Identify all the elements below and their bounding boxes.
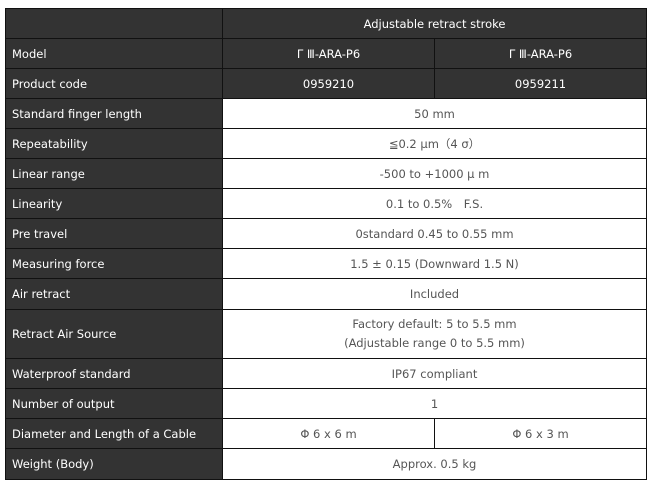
table-row: Air retract Included [5,278,648,310]
row-label: Air retract [5,278,223,310]
row-label: Repeatability [5,128,223,159]
row-label: Measuring force [5,248,223,279]
row-label: Product code [5,68,223,99]
table-row: Waterproof standard IP67 compliant [5,358,648,389]
row-label: Linear range [5,158,223,189]
table-row: Repeatability ≦0.2 μm（4 σ） [5,128,648,159]
row-label: Weight (Body) [5,448,223,480]
row-value: 0standard 0.45 to 0.55 mm [221,218,648,249]
table-row: Model Γ Ⅲ-ARA-P6 Γ Ⅲ-ARA-P6 [5,38,648,69]
row-value: 1.5 ± 0.15 (Downward 1.5 N) [221,248,648,279]
header-title: Adjustable retract stroke [221,8,648,39]
table-row: Number of output 1 [5,388,648,419]
spec-table: Adjustable retract stroke Model Γ Ⅲ-ARA-… [5,8,648,480]
row-label: Model [5,38,223,69]
row-value: 0959211 [433,68,648,99]
row-value: Approx. 0.5 kg [221,448,648,480]
row-label: Diameter and Length of a Cable [5,418,223,449]
row-value: ≦0.2 μm（4 σ） [221,128,648,159]
row-value: Φ 6 x 3 m [433,418,648,449]
row-label: Linearity [5,188,223,219]
header-corner [5,8,223,39]
row-value: Γ Ⅲ-ARA-P6 [222,38,435,69]
row-value: Included [221,278,648,310]
table-row: Linearity 0.1 to 0.5% F.S. [5,188,648,219]
row-label: Standard finger length [5,98,223,129]
row-label: Waterproof standard [5,358,223,389]
table-row: Pre travel 0standard 0.45 to 0.55 mm [5,218,648,249]
row-value: 0.1 to 0.5% F.S. [221,188,648,219]
row-value: 1 [221,388,648,419]
row-value: IP67 compliant [221,358,648,389]
row-value-line: (Adjustable range 0 to 5.5 mm) [344,336,525,350]
table-row: Measuring force 1.5 ± 0.15 (Downward 1.5… [5,248,648,279]
row-value: 50 mm [221,98,648,129]
row-value: Factory default: 5 to 5.5 mm (Adjustable… [221,309,648,359]
table-row: Product code 0959210 0959211 [5,68,648,99]
table-row: Linear range -500 to +1000 μ m [5,158,648,189]
row-value: Φ 6 x 6 m [222,418,435,449]
row-label: Pre travel [5,218,223,249]
row-label: Number of output [5,388,223,419]
header-row: Adjustable retract stroke [5,8,648,39]
table-row: Standard finger length 50 mm [5,98,648,129]
table-row: Retract Air Source Factory default: 5 to… [5,309,648,359]
row-value: Γ Ⅲ-ARA-P6 [433,38,648,69]
row-value: 0959210 [222,68,435,99]
row-value-line: Factory default: 5 to 5.5 mm [352,317,517,331]
row-label: Retract Air Source [5,309,223,359]
row-value: -500 to +1000 μ m [221,158,648,189]
table-row: Diameter and Length of a Cable Φ 6 x 6 m… [5,418,648,449]
table-row: Weight (Body) Approx. 0.5 kg [5,448,648,480]
